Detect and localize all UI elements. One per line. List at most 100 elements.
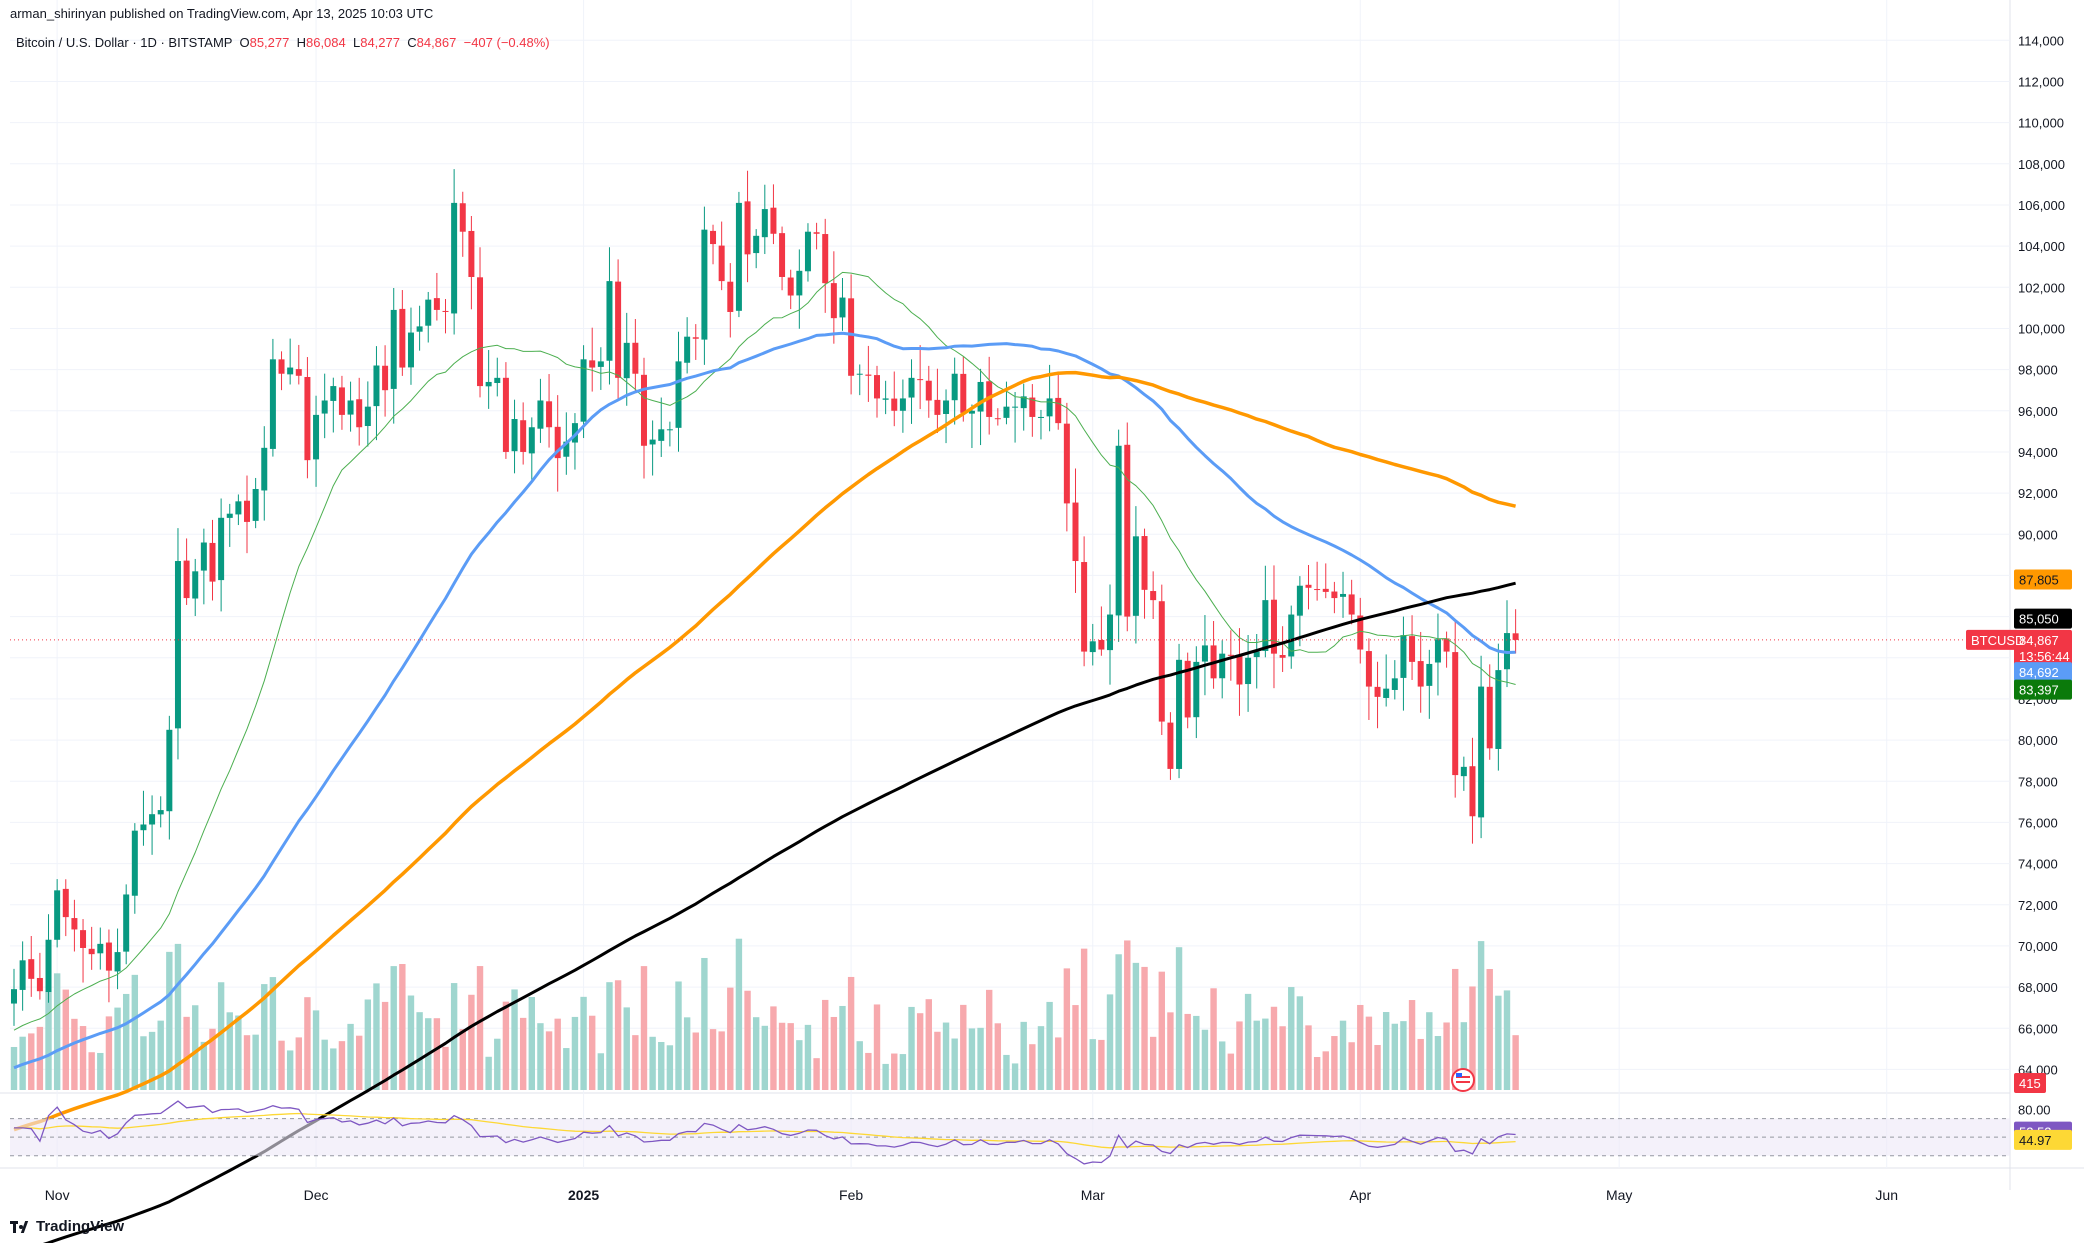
volume-bar: [1011, 1063, 1019, 1090]
candle-body: [80, 930, 87, 948]
y-tick-label: 70,000: [2018, 939, 2058, 954]
candle-body: [485, 381, 492, 387]
volume-bar: [701, 957, 708, 1090]
volume-bar: [571, 1016, 579, 1090]
volume-bar: [407, 995, 415, 1090]
candle-body: [1495, 670, 1502, 749]
volume-bar: [865, 1052, 872, 1090]
chart-grid: [0, 0, 2084, 1190]
close-value: 84,867: [416, 35, 457, 50]
volume-bar: [804, 1024, 812, 1090]
candle-body: [1417, 661, 1424, 687]
volume-bar: [640, 966, 648, 1090]
volume-bar: [278, 1040, 285, 1090]
candle-body: [761, 209, 768, 238]
volume-bar: [649, 1036, 656, 1090]
x-tick-label: May: [1606, 1187, 1632, 1203]
candle-body: [822, 234, 829, 284]
volume-bar: [1279, 1026, 1286, 1090]
volume-bar: [261, 984, 268, 1090]
candle-body: [1124, 444, 1131, 617]
rsi-signal-tag: 44.97: [2019, 1133, 2052, 1148]
candle-body: [1245, 657, 1252, 685]
x-tick-label: Dec: [304, 1187, 329, 1203]
volume-bar: [951, 1038, 958, 1090]
volume-bar: [658, 1041, 665, 1090]
volume-bar: [1503, 990, 1511, 1090]
symbol-name[interactable]: Bitcoin / U.S. Dollar · 1D · BITSTAMP: [16, 35, 233, 50]
candle-body: [1072, 502, 1079, 562]
volume-bar: [1391, 1023, 1398, 1090]
volume-bar: [79, 1026, 87, 1090]
candle-body: [537, 400, 544, 429]
volume-bar: [1382, 1012, 1390, 1090]
volume-bar: [71, 1018, 78, 1090]
candle-body: [994, 418, 1001, 420]
y-tick-label: 78,000: [2018, 774, 2058, 789]
candle-body: [304, 376, 311, 461]
candle-body: [1296, 585, 1303, 616]
volume-bar: [666, 1045, 674, 1090]
low-value: 84,277: [360, 35, 400, 50]
volume-bar: [235, 1015, 242, 1090]
volume-bar: [1348, 1042, 1355, 1090]
candle-body: [1141, 536, 1148, 590]
candle-body: [364, 406, 371, 427]
open-value: 85,277: [249, 35, 290, 50]
volume-bar: [908, 1006, 915, 1090]
x-tick-label: Apr: [1349, 1187, 1371, 1203]
volume-tag-bg: [2014, 1073, 2046, 1093]
tradingview-logo[interactable]: TradingView: [10, 1218, 124, 1235]
symbol-header: Bitcoin / U.S. Dollar · 1D · BITSTAMP O8…: [16, 35, 550, 50]
ma200-tag: 85,050: [2019, 612, 2059, 627]
volume-bar: [1080, 948, 1088, 1090]
candle-body: [330, 386, 337, 401]
volume-bar: [1288, 987, 1295, 1090]
volume-bar: [45, 991, 52, 1090]
volume-bar: [752, 1017, 760, 1090]
volume-bar: [537, 1023, 544, 1090]
y-tick-label: 66,000: [2018, 1021, 2058, 1036]
candle-body: [321, 400, 328, 414]
candle-body: [1452, 652, 1459, 776]
y-tick-label: 74,000: [2018, 857, 2058, 872]
candle-body: [313, 414, 320, 460]
y-tick-label: 92,000: [2018, 486, 2058, 501]
candle-body: [494, 377, 501, 384]
ma20-tag-bg: [2014, 679, 2072, 700]
candle-body: [287, 367, 294, 375]
volume-bar: [1020, 1021, 1027, 1090]
candle-body: [123, 894, 130, 952]
y-tick-label: 68,000: [2018, 980, 2058, 995]
candle-body: [1236, 654, 1243, 685]
rsi-signal-tag-bg: [2014, 1129, 2072, 1150]
candle-body: [226, 513, 233, 518]
volume-bar: [519, 1017, 527, 1090]
volume-bar: [925, 999, 932, 1090]
volume-bar: [1452, 968, 1459, 1090]
volume-bar: [1072, 1005, 1079, 1090]
candlesticks: [11, 169, 1519, 1026]
volume-bar: [1374, 1044, 1381, 1090]
candle-body: [511, 419, 518, 452]
volume-bar: [1124, 940, 1131, 1090]
us-flag-canton: [1456, 1073, 1462, 1077]
candle-body: [658, 429, 665, 441]
high-label: H: [296, 35, 306, 50]
volume-bar: [1305, 1025, 1312, 1090]
volume-bar: [735, 938, 743, 1090]
candle-body: [1115, 445, 1122, 616]
volume-bar: [347, 1023, 354, 1090]
volume-bar: [891, 1053, 898, 1090]
volume-bar: [1141, 966, 1148, 1090]
candle-body: [1383, 688, 1390, 698]
volume-bar: [606, 982, 613, 1090]
ma-line-ma100: [13, 370, 1516, 1132]
volume-bar: [960, 1004, 967, 1090]
volume-bar: [53, 973, 61, 1090]
volume-bar: [1313, 1056, 1321, 1090]
candle-body: [97, 943, 104, 954]
open-label: O: [239, 35, 250, 50]
volume-bar: [675, 981, 682, 1090]
